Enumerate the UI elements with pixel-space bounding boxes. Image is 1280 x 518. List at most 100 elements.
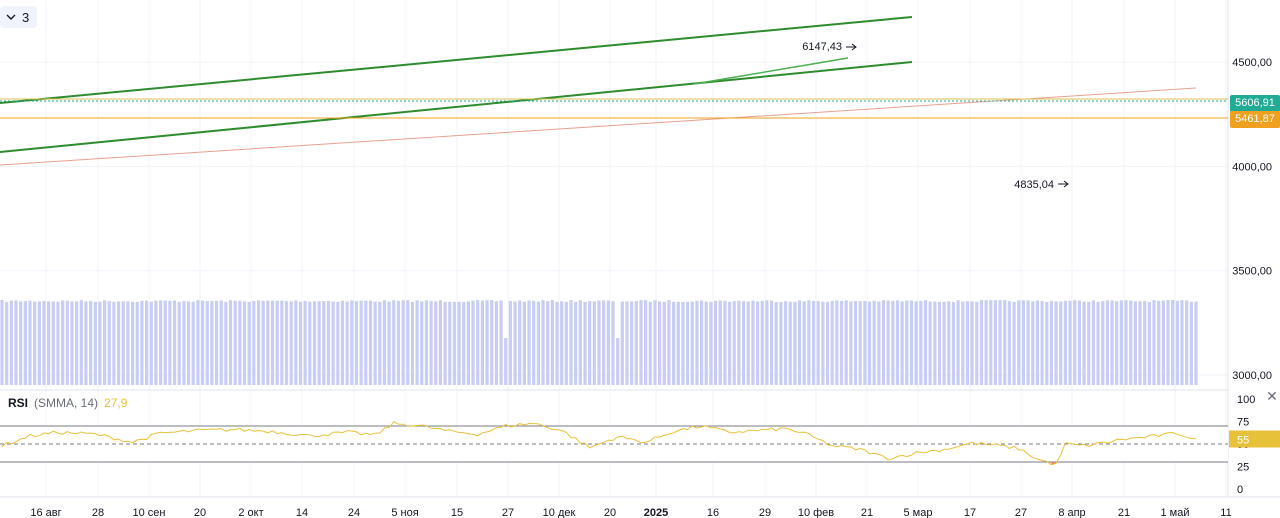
volume-bar	[1003, 300, 1007, 385]
volume-bar	[298, 301, 303, 385]
volume-bar	[564, 301, 568, 385]
volume-bar	[1045, 301, 1049, 385]
volume-bar	[1133, 301, 1137, 385]
volume-bar	[1124, 300, 1128, 385]
volume-bar	[993, 300, 998, 385]
volume-bar	[28, 300, 32, 385]
volume-bar	[326, 301, 331, 385]
collapse-indicators-button[interactable]: 3	[0, 6, 38, 28]
volume-bar	[387, 301, 391, 385]
volume-bar	[1175, 300, 1179, 385]
volume-bar	[196, 300, 200, 385]
low-price-marker: 4835,04	[1014, 179, 1054, 191]
time-tick-label: 21	[1118, 507, 1130, 518]
volume-bar	[1171, 300, 1175, 385]
volume-bar	[47, 301, 51, 385]
volume-bar	[853, 301, 858, 385]
volume-bar	[970, 301, 974, 385]
volume-bar	[662, 301, 666, 385]
volume-bar	[429, 300, 433, 385]
volume-bar	[914, 301, 918, 385]
volume-bar	[252, 301, 256, 385]
volume-bar	[732, 301, 736, 385]
volume-bar	[1115, 301, 1119, 385]
rsi-current-label: 55	[1237, 435, 1249, 447]
volume-bar	[1105, 300, 1109, 385]
volume-bar	[284, 301, 289, 385]
close-pane-icon[interactable]: ✕	[1266, 388, 1278, 404]
rsi-current-badge	[1229, 430, 1280, 448]
volume-bar	[490, 300, 494, 385]
volume-bar	[256, 300, 261, 385]
volume-bar	[331, 301, 335, 385]
volume-bar	[667, 300, 671, 385]
volume-bar	[783, 301, 788, 385]
volume-bar	[294, 300, 298, 385]
volume-bar	[909, 300, 914, 385]
volume-bar	[70, 301, 74, 385]
volume-bar	[1143, 300, 1147, 385]
volume-bar	[219, 300, 223, 385]
channel-lower-line	[0, 61, 913, 153]
time-tick-label: 21	[861, 507, 873, 518]
volume-bar	[130, 301, 135, 385]
volume-bar	[466, 301, 471, 385]
volume-bar	[1049, 300, 1054, 385]
volume-bar	[578, 300, 582, 385]
volume-bar	[401, 300, 405, 385]
volume-bar	[392, 300, 396, 385]
volume-bar	[61, 300, 65, 385]
volume-bar	[928, 301, 932, 385]
chevron-down-icon	[6, 14, 16, 20]
volume-bar	[5, 301, 9, 385]
volume-bar	[588, 301, 592, 385]
volume-bar	[951, 301, 956, 385]
time-tick-label: 2025	[644, 507, 668, 518]
time-tick-label: 24	[348, 507, 360, 518]
time-tick-label: 10 дек	[543, 507, 576, 518]
volume-bar	[158, 300, 163, 385]
volume-bar	[550, 300, 554, 385]
volume-bar	[1194, 301, 1198, 385]
volume-bar	[676, 301, 680, 385]
volume-bar	[37, 301, 41, 385]
volume-bar	[149, 301, 153, 385]
volume-bar	[117, 301, 121, 385]
volume-bar	[881, 300, 886, 385]
volume-bar	[714, 300, 718, 385]
volume-bar	[723, 300, 727, 385]
volume-bar	[317, 301, 321, 385]
volume-bar	[336, 301, 340, 385]
volume-bar	[975, 301, 979, 385]
volume-bar	[802, 301, 806, 385]
volume-bar	[681, 301, 685, 385]
volume-bar	[98, 301, 102, 385]
volume-bar	[93, 301, 97, 385]
volume-bar	[1012, 301, 1016, 385]
volume-bar	[261, 300, 265, 385]
volume-bar	[961, 301, 965, 385]
volume-bar	[606, 300, 610, 385]
volume-bar	[895, 300, 900, 385]
price-tick-label: 4000,00	[1232, 161, 1272, 173]
volume-bar	[210, 301, 214, 385]
volume-bar	[1068, 300, 1072, 385]
volume-bars	[0, 300, 1198, 385]
volume-bar	[424, 300, 429, 385]
rsi-params: (SMMA, 14)	[34, 396, 99, 410]
volume-bar	[616, 338, 620, 385]
time-tick-label: 20	[194, 507, 206, 518]
volume-bar	[891, 301, 895, 385]
volume-bar	[79, 300, 83, 385]
volume-bar	[163, 300, 167, 385]
trend-line	[693, 57, 849, 85]
volume-bar	[760, 300, 764, 385]
volume-bar	[942, 301, 946, 385]
volume-bar	[182, 301, 186, 385]
volume-bar	[406, 300, 410, 385]
time-tick-label: 10 фев	[798, 507, 834, 518]
volume-bar	[233, 300, 237, 385]
volume-bar	[140, 300, 144, 385]
volume-bar	[247, 301, 251, 385]
